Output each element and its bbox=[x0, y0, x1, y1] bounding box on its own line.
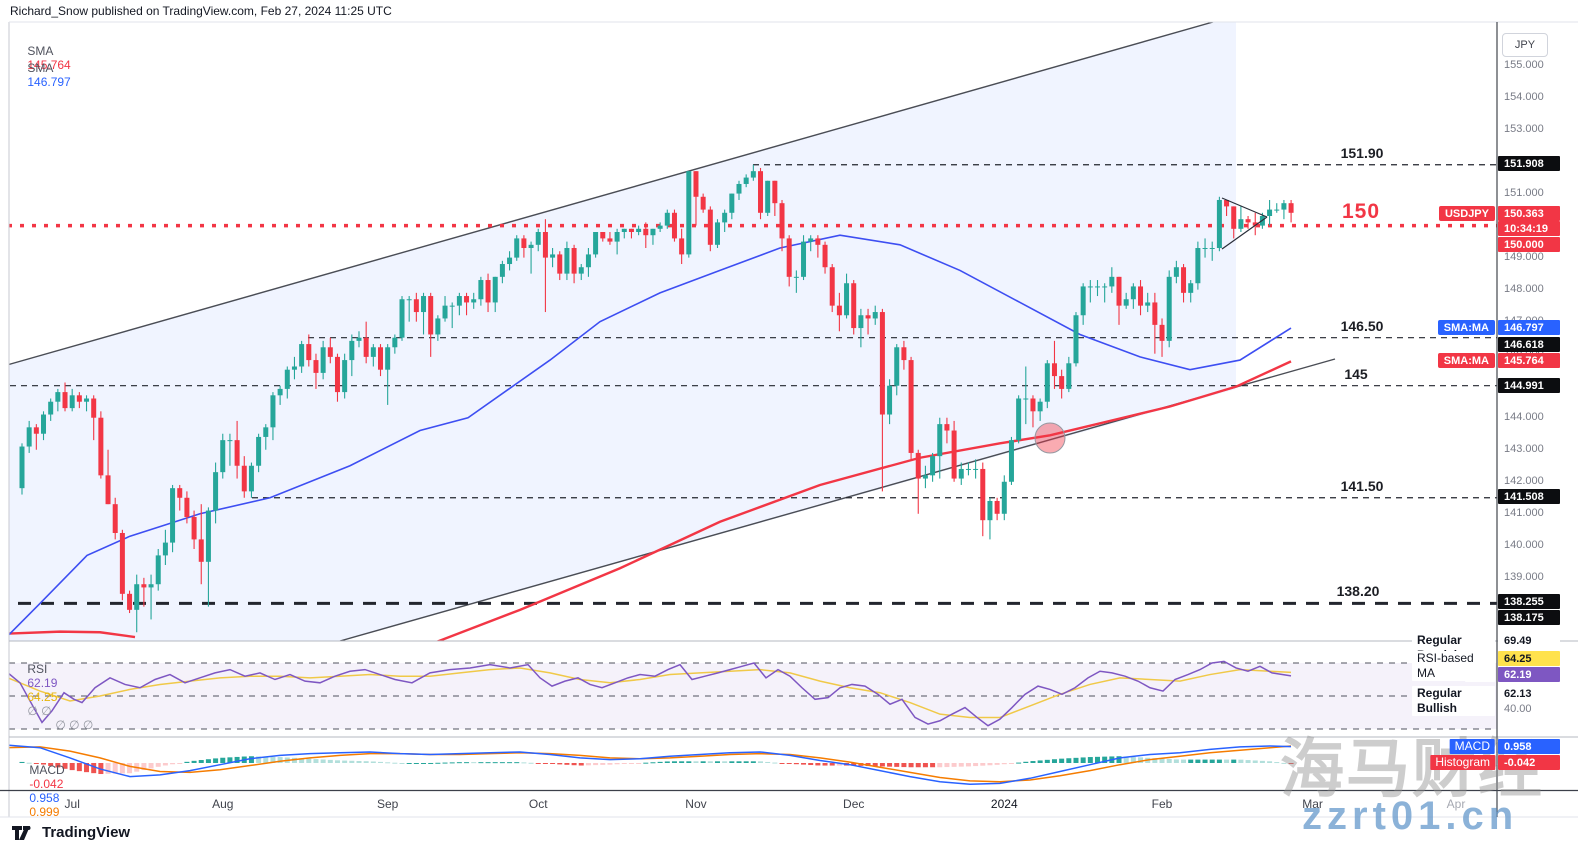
macd-row-value: -0.042 bbox=[1498, 755, 1560, 770]
time-axis-label-nov[interactable]: Nov bbox=[685, 797, 707, 811]
time-axis-label-aug[interactable]: Aug bbox=[212, 797, 234, 811]
level-label-150: 150 bbox=[1341, 199, 1381, 223]
publish-attribution: Richard_Snow published on TradingView.co… bbox=[10, 4, 392, 18]
level-label-146-50: 146.50 bbox=[1340, 317, 1384, 334]
level-label-141-50: 141.50 bbox=[1340, 477, 1384, 494]
time-axis-label-sep[interactable]: Sep bbox=[376, 797, 399, 811]
price-axis-label: 138.175 bbox=[1498, 610, 1560, 625]
sma1-value: 145.764 bbox=[27, 58, 71, 72]
usdjpy-tag: USDJPY bbox=[1438, 206, 1495, 221]
rsi-legend-title: RSI bbox=[27, 662, 48, 676]
macd-legend[interactable]: MACD -0.042 0.958 0.999 bbox=[16, 749, 65, 833]
price-axis-tick[interactable]: 140.000 bbox=[1504, 538, 1544, 551]
time-axis-label-oct[interactable]: Oct bbox=[528, 797, 548, 811]
price-axis-tick[interactable]: 154.000 bbox=[1504, 90, 1544, 103]
price-axis-label: 146.797 bbox=[1498, 320, 1560, 335]
price-axis-label: 144.991 bbox=[1498, 378, 1560, 393]
time-axis-label-apr[interactable]: Apr bbox=[1446, 797, 1466, 811]
price-axis-label: 10:34:19 bbox=[1498, 221, 1560, 236]
rsi-divergence-zeros-2: ∅ ∅ ∅ bbox=[55, 718, 94, 732]
price-axis-label: 141.508 bbox=[1498, 489, 1560, 504]
time-axis-label-feb[interactable]: Feb bbox=[1151, 797, 1173, 811]
price-axis-label: 151.908 bbox=[1498, 156, 1560, 171]
level-label-138-20: 138.20 bbox=[1336, 583, 1380, 600]
macd-row-name: Histogram bbox=[1430, 755, 1495, 770]
price-axis-label: 150.363 bbox=[1498, 206, 1560, 221]
macd-legend-title: MACD bbox=[29, 763, 65, 777]
price-axis-tick[interactable]: 151.000 bbox=[1504, 186, 1544, 199]
price-axis-tick[interactable]: 141.000 bbox=[1504, 506, 1544, 519]
rsi-row-value: 64.25 bbox=[1498, 651, 1560, 666]
time-axis-label-2024[interactable]: 2024 bbox=[990, 797, 1018, 811]
price-axis-label: 146.618 bbox=[1498, 337, 1560, 352]
rsi-row-value: 62.13 bbox=[1498, 686, 1560, 701]
price-axis-label: 138.255 bbox=[1498, 594, 1560, 609]
macd-row-name: MACD bbox=[1449, 739, 1495, 754]
price-axis-tick[interactable]: 144.000 bbox=[1504, 410, 1544, 423]
price-axis-tick[interactable]: 142.000 bbox=[1504, 474, 1544, 487]
level-label-145: 145 bbox=[1344, 365, 1368, 382]
macd-signal-value: 0.999 bbox=[29, 805, 60, 819]
sma-legend-row-2[interactable]: SMA 146.797 bbox=[14, 47, 71, 103]
time-axis-label-jul[interactable]: Jul bbox=[64, 797, 80, 811]
tradingview-footer-link[interactable]: TradingView bbox=[12, 824, 130, 841]
rsi-row-name: Regular Bullish bbox=[1412, 686, 1495, 716]
sma-ma-tag: SMA:MA bbox=[1437, 320, 1495, 335]
tradingview-logo-icon bbox=[12, 825, 31, 840]
sma1-label: SMA bbox=[27, 44, 54, 58]
rsi-divergence-zeros-1: ∅ ∅ bbox=[27, 704, 52, 718]
rsi-row-name: RSI bbox=[1464, 667, 1495, 682]
macd-row-value: 0.958 bbox=[1498, 739, 1560, 754]
sma2-label: SMA bbox=[27, 61, 54, 75]
watermark-url: zzrt01.cn bbox=[1302, 794, 1519, 838]
time-axis-label-mar[interactable]: Mar bbox=[1302, 797, 1323, 811]
sma-ma-tag: SMA:MA bbox=[1437, 353, 1495, 368]
currency-unit-button[interactable]: JPY bbox=[1502, 33, 1548, 57]
price-axis-tick[interactable]: 153.000 bbox=[1504, 122, 1544, 135]
price-axis-tick[interactable]: 149.000 bbox=[1504, 250, 1544, 263]
rsi-axis-tick[interactable]: 40.00 bbox=[1504, 703, 1532, 715]
rsi-row-value: 62.19 bbox=[1498, 667, 1560, 682]
rsi-legend[interactable]: RSI 62.19 64.25 ∅ ∅ ∅ ∅ ∅ bbox=[14, 648, 93, 746]
price-axis-label: 150.000 bbox=[1498, 237, 1560, 252]
price-axis-tick[interactable]: 155.000 bbox=[1504, 58, 1544, 71]
sma2-value: 146.797 bbox=[27, 75, 71, 89]
price-axis-label: 145.764 bbox=[1498, 353, 1560, 368]
rsi-legend-value: 62.19 bbox=[27, 676, 58, 690]
price-axis-tick[interactable]: 143.000 bbox=[1504, 442, 1544, 455]
macd-hist-value: -0.042 bbox=[29, 777, 64, 791]
time-axis-label-dec[interactable]: Dec bbox=[843, 797, 865, 811]
sma-legend-row-1[interactable]: SMA 145.764 bbox=[14, 30, 71, 86]
level-label-151-90: 151.90 bbox=[1340, 144, 1384, 161]
price-axis-tick[interactable]: 148.000 bbox=[1504, 282, 1544, 295]
rsi-ma-legend-value: 64.25 bbox=[27, 690, 58, 704]
macd-line-value: 0.958 bbox=[29, 791, 60, 805]
rsi-row-value: 69.49 bbox=[1498, 633, 1560, 648]
tradingview-brand-text: TradingView bbox=[42, 824, 131, 841]
price-axis-tick[interactable]: 139.000 bbox=[1504, 570, 1544, 583]
